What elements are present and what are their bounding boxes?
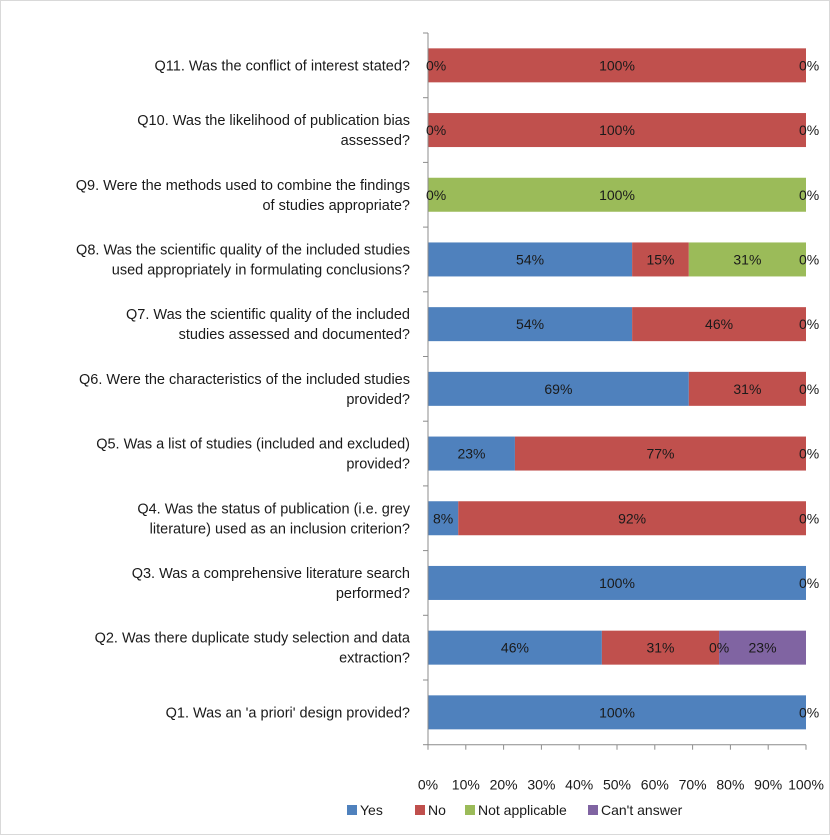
category-label: Q4. Was the status of publication (i.e. … [137, 501, 410, 517]
x-tick-label: 80% [716, 777, 744, 793]
category-label: extraction? [339, 651, 410, 667]
x-tick-label: 90% [754, 777, 782, 793]
x-tick-label: 20% [490, 777, 518, 793]
data-label: 31% [733, 381, 761, 397]
legend: Yes No Not applicable Can't answer [347, 802, 683, 818]
x-tick-label: 30% [527, 777, 555, 793]
bar-segment-not-applicable [428, 177, 806, 212]
data-label: 23% [749, 640, 777, 656]
data-label: 92% [618, 510, 646, 526]
data-label: 31% [733, 251, 761, 267]
legend-swatch [588, 805, 598, 815]
data-label: 46% [705, 316, 733, 332]
bar-segment-no [688, 371, 806, 406]
x-tick-label: 10% [452, 777, 480, 793]
bar-segment-yes [428, 501, 459, 536]
data-label: 31% [646, 640, 674, 656]
x-tick-label: 100% [788, 777, 824, 793]
data-label: 15% [646, 251, 674, 267]
category-label: studies assessed and documented? [179, 327, 410, 343]
bar-segment-no [601, 630, 720, 665]
bar-segment-yes [428, 695, 806, 730]
data-label: 46% [501, 640, 529, 656]
category-labels: Q11. Was the conflict of interest stated… [76, 58, 411, 721]
category-label: performed? [336, 586, 410, 602]
category-label: Q6. Were the characteristics of the incl… [79, 372, 410, 388]
bar-segment-no [428, 113, 806, 148]
data-label: 0% [799, 446, 819, 462]
data-label: 54% [516, 316, 544, 332]
legend-swatch [347, 805, 357, 815]
bar-segment-no [632, 242, 689, 277]
category-label: literature) used as an inclusion criteri… [150, 521, 410, 537]
bar-segment-no [458, 501, 806, 536]
category-label: Q5. Was a list of studies (included and … [96, 437, 410, 453]
data-label: 0% [709, 640, 729, 656]
legend-swatch [465, 805, 475, 815]
data-label: 0% [799, 704, 819, 720]
bar-segment-yes [428, 242, 633, 277]
category-label: Q8. Was the scientific quality of the in… [76, 242, 410, 258]
x-tick-label: 50% [603, 777, 631, 793]
legend-label: Yes [360, 802, 383, 818]
data-label: 0% [799, 510, 819, 526]
legend-label: No [428, 802, 446, 818]
category-label: of studies appropriate? [262, 198, 410, 214]
data-label: 0% [799, 251, 819, 267]
data-label: 100% [599, 575, 635, 591]
x-tick-label: 60% [641, 777, 669, 793]
category-label: Q2. Was there duplicate study selection … [95, 631, 411, 647]
bar-segment-yes [428, 436, 515, 471]
category-label: assessed? [341, 133, 410, 149]
data-label: 0% [799, 122, 819, 138]
legend-label: Not applicable [478, 802, 567, 818]
data-label: 100% [599, 57, 635, 73]
data-label: 77% [646, 446, 674, 462]
x-tick-label: 0% [418, 777, 438, 793]
data-label: 0% [799, 316, 819, 332]
category-label: Q1. Was an 'a priori' design provided? [166, 705, 410, 721]
data-label: 0% [426, 122, 446, 138]
x-tick-label: 70% [679, 777, 707, 793]
data-labels: 0% 100% 0% 0% 100% 0% 0% 100% 0% 54% 15% 31% 0% 54% 46… [426, 57, 819, 720]
category-label: Q3. Was a comprehensive literature searc… [132, 566, 410, 582]
bars [428, 48, 806, 730]
axes: 0% 10% 20% 30% 40% 50% 60% 70% 80% 90% 100% [418, 32, 824, 793]
x-tick-label: 40% [565, 777, 593, 793]
category-label: Q10. Was the likelihood of publication b… [137, 113, 410, 129]
data-label: 0% [426, 187, 446, 203]
data-label: 23% [457, 446, 485, 462]
data-label: 100% [599, 704, 635, 720]
category-label: provided? [346, 392, 410, 408]
bar-segment-not-applicable [688, 242, 806, 277]
bar-segment-yes [428, 371, 689, 406]
category-label: Q7. Was the scientific quality of the in… [126, 307, 410, 323]
bar-segment-no [632, 307, 806, 342]
bar-segment-no [428, 48, 806, 83]
bar-segment-yes [428, 630, 602, 665]
data-label: 54% [516, 251, 544, 267]
data-label: 0% [799, 381, 819, 397]
category-label: provided? [346, 457, 410, 473]
data-label: 69% [544, 381, 572, 397]
data-label: 100% [599, 122, 635, 138]
bar-segment-yes [428, 565, 806, 600]
category-label: Q11. Was the conflict of interest stated… [155, 58, 411, 74]
category-label: used appropriately in formulating conclu… [112, 262, 410, 278]
data-label: 0% [799, 575, 819, 591]
data-label: 8% [433, 510, 453, 526]
data-label: 100% [599, 187, 635, 203]
data-label: 0% [426, 57, 446, 73]
bar-segment-can-t-answer [719, 630, 806, 665]
legend-swatch [415, 805, 425, 815]
legend-label: Can't answer [601, 802, 683, 818]
data-label: 0% [799, 187, 819, 203]
bar-segment-yes [428, 307, 633, 342]
category-label: Q9. Were the methods used to combine the… [76, 178, 410, 194]
bar-segment-no [514, 436, 806, 471]
data-label: 0% [799, 57, 819, 73]
